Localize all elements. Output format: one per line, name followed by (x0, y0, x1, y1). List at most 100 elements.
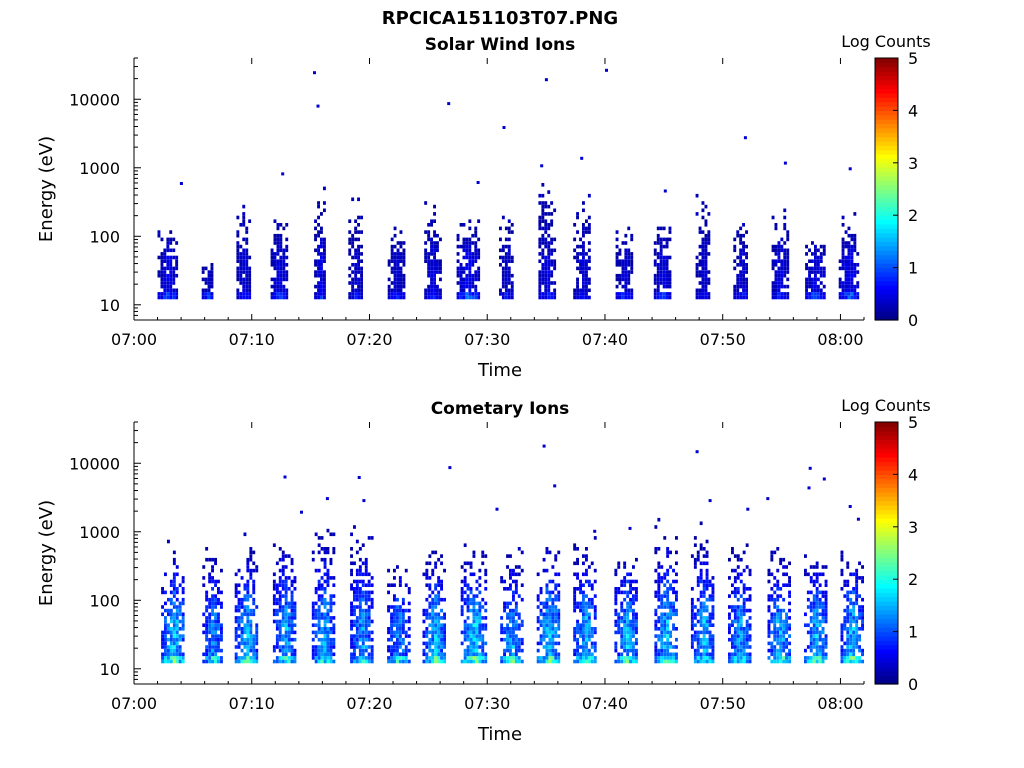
heatmap-cell (557, 612, 561, 617)
heatmap-cell (542, 623, 546, 627)
heatmap-cell (739, 241, 743, 245)
heatmap-cell (690, 612, 694, 617)
heatmap-cell (736, 273, 740, 278)
heatmap-cell (472, 637, 476, 642)
heatmap-cell (541, 266, 545, 271)
heatmap-cell (243, 594, 247, 598)
heatmap-cell (290, 601, 294, 606)
heatmap-cell (469, 652, 473, 657)
heatmap-cell (812, 565, 816, 569)
x-axis-label: Time (477, 360, 522, 381)
heatmap-cell (402, 273, 406, 278)
heatmap-cell (824, 594, 828, 598)
heatmap-cell (237, 568, 241, 573)
heatmap-cell (399, 284, 403, 289)
heatmap-cell (407, 590, 411, 595)
heatmap-cell (822, 266, 826, 271)
heatmap-cell (326, 601, 330, 606)
heatmap-cell (819, 259, 823, 263)
heatmap-cell (361, 594, 365, 598)
heatmap-cell (788, 623, 791, 627)
heatmap-cell (666, 579, 670, 584)
heatmap-cell (705, 583, 709, 587)
heatmap-cell (172, 637, 176, 642)
heatmap-cell (656, 295, 660, 300)
heatmap-cell (551, 623, 555, 627)
heatmap-cell (748, 645, 752, 649)
heatmap-cell (514, 623, 518, 627)
heatmap-cell (776, 641, 780, 646)
colorbar-swatch (875, 293, 898, 299)
heatmap-cell (632, 565, 635, 569)
heatmap-cell (317, 295, 320, 300)
heatmap-cell (731, 590, 734, 595)
heatmap-cell (425, 583, 429, 587)
heatmap-cell (255, 641, 259, 646)
heatmap-cell (779, 557, 783, 562)
heatmap-cell (357, 197, 360, 202)
heatmap-cell (354, 277, 358, 282)
heatmap-cell (205, 616, 209, 620)
heatmap-cell (690, 608, 694, 613)
heatmap-cell (576, 587, 579, 591)
heatmap-cell (520, 637, 524, 642)
heatmap-cell (852, 601, 856, 606)
heatmap-cell (208, 612, 212, 617)
heatmap-cell (358, 579, 362, 584)
heatmap-cell (242, 284, 246, 289)
heatmap-cell (320, 597, 324, 602)
heatmap-cell (662, 244, 666, 249)
heatmap-cell (500, 616, 504, 620)
heatmap-cell (579, 244, 582, 249)
heatmap-cell (663, 536, 667, 540)
heatmap-cell (350, 659, 353, 664)
heatmap-cell (358, 590, 362, 595)
heatmap-cell (590, 605, 594, 609)
heatmap-cell (818, 601, 822, 606)
heatmap-cell (210, 281, 214, 285)
heatmap-cell (517, 645, 521, 649)
heatmap-cell (590, 601, 594, 606)
heatmap-cell (329, 641, 333, 646)
heatmap-cell (585, 616, 588, 620)
heatmap-cell (509, 572, 512, 577)
heatmap-cell (245, 270, 249, 274)
heatmap-cell (824, 583, 828, 587)
heatmap-cell (654, 550, 658, 555)
heatmap-cell (728, 652, 731, 657)
heatmap-cell (242, 215, 246, 220)
heatmap-cell (181, 612, 185, 617)
heatmap-cell (771, 266, 775, 271)
heatmap-cell (858, 608, 861, 613)
heatmap-cell (323, 601, 327, 606)
heatmap-cell (317, 204, 320, 209)
heatmap-cell (214, 659, 217, 664)
heatmap-cell (501, 270, 505, 274)
heatmap-cell (390, 266, 394, 271)
heatmap-cell (249, 648, 253, 653)
heatmap-cell (353, 605, 356, 609)
heatmap-cell (474, 295, 478, 300)
heatmap-cell (478, 645, 482, 649)
heatmap-cell (736, 587, 740, 591)
heatmap-cell (239, 292, 243, 296)
heatmap-cell (361, 645, 365, 649)
heatmap-cell (745, 597, 749, 602)
heatmap-cell (615, 259, 619, 263)
heatmap-cell (430, 288, 433, 293)
heatmap-cell (816, 263, 820, 267)
heatmap-cell (663, 576, 667, 580)
heatmap-cell (357, 230, 360, 234)
heatmap-cell (393, 623, 396, 627)
heatmap-cell (175, 587, 179, 591)
heatmap-cell (824, 634, 828, 638)
heatmap-cell (351, 277, 355, 282)
heatmap-cell (326, 645, 330, 649)
colorbar-tick-label: 4 (908, 101, 918, 120)
heatmap-cell (484, 627, 488, 631)
heatmap-cell (434, 565, 438, 569)
heatmap-cell (788, 641, 791, 646)
heatmap-cell (780, 248, 784, 253)
heatmap-cell (157, 270, 161, 274)
